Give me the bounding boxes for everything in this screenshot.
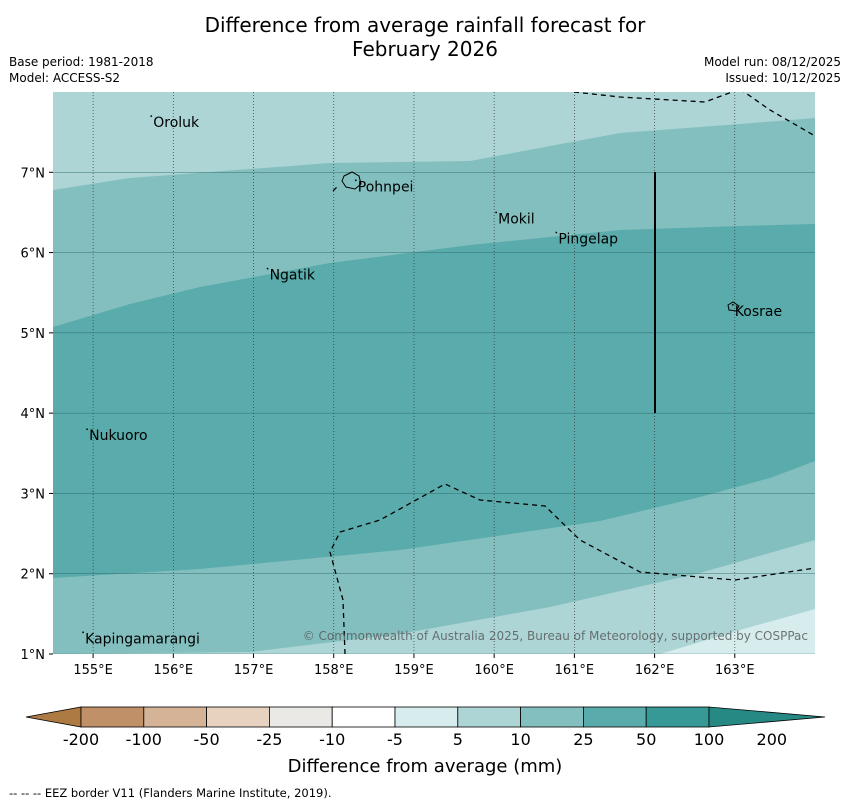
colorbar-tick-label: -200	[63, 730, 99, 749]
place-label-pohnpei: Pohnpei	[358, 179, 414, 195]
colorbar-swatch	[143, 706, 208, 728]
band-5-10-south	[660, 609, 815, 654]
place-marker	[82, 631, 84, 634]
lat-tick-label: 7°N	[21, 166, 46, 181]
lat-tick-label: 4°N	[21, 407, 46, 422]
eez-border-northeast	[743, 92, 815, 137]
colorbar-extend-high	[708, 706, 826, 728]
colorbar-swatch	[268, 706, 333, 728]
colorbar-tick-label: -10	[319, 730, 345, 749]
colorbar-swatch	[583, 706, 647, 728]
colorbar-swatch	[331, 706, 396, 728]
map-axes: 155°E 156°E 157°E 158°E 159°E 160°E 161°E 162°E…	[21, 166, 755, 678]
colorbar-tick-label: 50	[636, 730, 656, 749]
title-line-2: February 2026	[352, 37, 498, 61]
place-label-pingelap: Pingelap	[558, 232, 618, 248]
place-marker	[266, 267, 269, 270]
place-marker	[150, 115, 153, 117]
lat-tick-label: 2°N	[21, 568, 46, 583]
colorbar-swatch	[645, 706, 710, 728]
colorbar-swatch	[80, 706, 145, 728]
place-marker	[495, 211, 498, 214]
colorbar: -200 -100 -50 -25 -10 -5 5 10 25 50 100 200 Differen…	[25, 706, 826, 777]
eez-border-south	[329, 483, 815, 654]
lat-tick-label: 3°N	[21, 487, 46, 502]
lon-tick-label: 156°E	[154, 663, 194, 678]
issued-date: Issued: 10/12/2025	[725, 71, 841, 85]
lon-tick-label: 159°E	[394, 663, 434, 678]
lon-tick-label: 155°E	[73, 663, 113, 678]
colorbar-tick-label: 25	[573, 730, 593, 749]
colorbar-swatch	[394, 706, 459, 728]
place-label-kosrae: Kosrae	[735, 304, 782, 320]
colorbar-extend-low	[25, 706, 82, 728]
colorbar-swatch	[206, 706, 270, 728]
colorbar-tick-label: 100	[694, 730, 725, 749]
place-labels: Oroluk Pohnpei Mokil Pingelap Ngatik Kosrae Nu…	[82, 115, 782, 647]
colorbar-tick-label: -100	[126, 730, 162, 749]
graticule	[53, 92, 815, 654]
place-marker	[555, 231, 558, 234]
pohnpei-island	[341, 171, 362, 190]
model-name: Model: ACCESS-S2	[9, 71, 121, 85]
place-marker	[354, 179, 357, 182]
forecast-shading	[53, 92, 815, 654]
title-line-1: Difference from average rainfall forecas…	[204, 13, 646, 37]
place-marker	[731, 303, 734, 306]
model-run-date: Model run: 08/12/2025	[703, 55, 841, 69]
colorbar-tick-label: 200	[757, 730, 788, 749]
colorbar-tick-label: -25	[256, 730, 282, 749]
band-10-25-south	[53, 540, 815, 654]
lon-tick-label: 162°E	[635, 663, 675, 678]
lon-tick-label: 158°E	[314, 663, 354, 678]
eez-credit: -- -- -- EEZ border V11 (Flanders Marine…	[9, 786, 332, 800]
lon-tick-label: 160°E	[474, 663, 514, 678]
eez-borders	[329, 92, 815, 654]
base-period: Base period: 1981-2018	[9, 55, 154, 69]
copyright-text: © Commonwealth of Australia 2025, Bureau…	[303, 629, 808, 643]
lon-tick-label: 161°E	[555, 663, 595, 678]
lon-tick-label: 157°E	[234, 663, 274, 678]
place-label-kapingamarangi: Kapingamarangi	[85, 631, 200, 647]
lat-tick-label: 1°N	[21, 648, 46, 663]
colorbar-tick-label: -50	[194, 730, 220, 749]
place-label-mokil: Mokil	[498, 211, 535, 227]
colorbar-tick-label: 5	[453, 730, 463, 749]
lon-tick-label: 163°E	[715, 663, 755, 678]
place-marker	[86, 428, 88, 431]
run-info: Model run: 08/12/2025 Issued: 10/12/2025	[704, 54, 841, 86]
place-label-ngatik: Ngatik	[270, 268, 316, 284]
kosrae-island	[727, 301, 740, 312]
colorbar-tick-label: -5	[387, 730, 403, 749]
colorbar-swatch	[520, 706, 584, 728]
place-label-oroluk: Oroluk	[153, 115, 200, 131]
chart-title: Difference from average rainfall forecas…	[0, 13, 850, 61]
place-label-nukuoro: Nukuoro	[89, 428, 147, 444]
model-info: Base period: 1981-2018 Model: ACCESS-S2	[9, 54, 154, 86]
island-outlines	[341, 171, 740, 312]
lat-tick-label: 5°N	[21, 327, 46, 342]
eez-border-pohnpei	[332, 185, 339, 192]
lat-tick-label: 6°N	[21, 247, 46, 262]
colorbar-label: Difference from average (mm)	[288, 756, 563, 777]
colorbar-swatch	[457, 706, 521, 728]
colorbar-tick-label: 10	[510, 730, 530, 749]
